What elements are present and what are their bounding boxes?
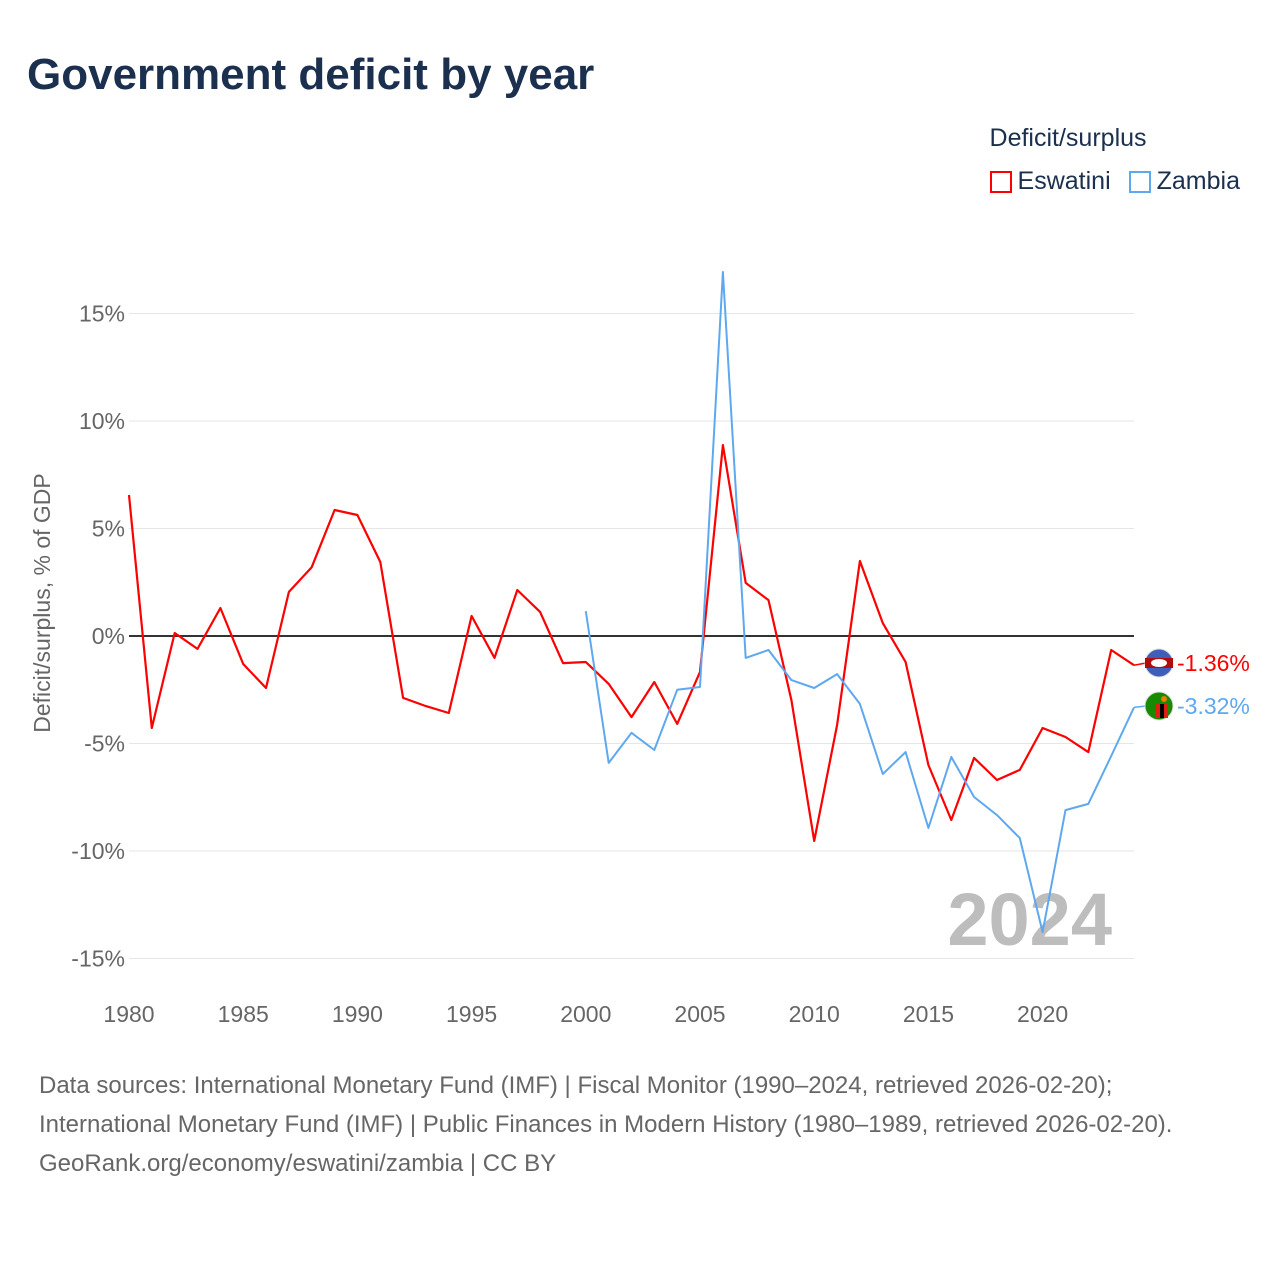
x-tick-label: 1995 — [446, 1001, 497, 1027]
y-tick-label: 10% — [79, 408, 125, 434]
flag-shield — [1151, 659, 1167, 667]
y-tick-label: -10% — [71, 838, 125, 864]
x-tick-label: 2010 — [789, 1001, 840, 1027]
x-tick-label: 2000 — [560, 1001, 611, 1027]
source-credit[interactable]: GeoRank.org/economy/eswatini/zambia | CC… — [39, 1150, 557, 1177]
series-line-eswatini — [127, 444, 1135, 843]
y-tick-label: 0% — [92, 623, 125, 649]
y-tick-label: -15% — [71, 946, 125, 972]
year-watermark: 2024 — [947, 878, 1112, 961]
line-chart: 15% 10% 5% 0% -5% -10% -15% 1980 1985 1990 1995 200… — [29, 271, 1250, 1027]
y-tick-label: -5% — [84, 731, 125, 757]
y-tick-label: 5% — [92, 516, 125, 542]
x-tick-label: 2015 — [903, 1001, 954, 1027]
x-tick-label: 1990 — [332, 1001, 383, 1027]
x-tick-label: 1980 — [103, 1001, 154, 1027]
end-connector — [1133, 662, 1147, 666]
x-tick-label: 2020 — [1017, 1001, 1068, 1027]
x-tick-label: 1985 — [218, 1001, 269, 1027]
legend-label: Eswatini — [1017, 167, 1111, 195]
end-connector — [1133, 705, 1147, 709]
chart-title: Government deficit by year — [27, 50, 595, 99]
legend-item-eswatini[interactable]: Eswatini — [989, 167, 1111, 196]
x-tick-label: 2005 — [674, 1001, 725, 1027]
source-note: Data sources: International Monetary Fun… — [39, 1066, 1239, 1183]
series-line-zambia — [584, 271, 1135, 934]
y-tick-label: 15% — [79, 301, 125, 327]
end-value-label: -1.36% — [1177, 650, 1250, 676]
legend-label: Zambia — [1156, 167, 1240, 195]
legend: Deficit/surplus Eswatini Zambia — [989, 124, 1240, 196]
end-value-label: -3.32% — [1177, 693, 1250, 719]
legend-swatch-zambia — [1128, 170, 1151, 193]
legend-title: Deficit/surplus — [989, 124, 1147, 152]
legend-item-zambia[interactable]: Zambia — [1128, 167, 1240, 196]
legend-swatch-eswatini — [989, 170, 1012, 193]
flag-stripe — [1160, 704, 1164, 718]
flag-eagle — [1161, 696, 1167, 702]
source-text: Data sources: International Monetary Fun… — [39, 1072, 1173, 1138]
y-axis-label: Deficit/surplus, % of GDP — [29, 473, 55, 732]
